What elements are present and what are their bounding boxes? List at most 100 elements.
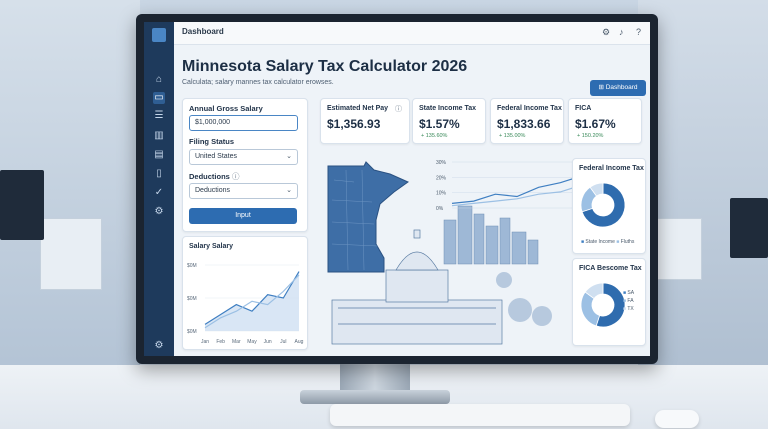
stat-value: $1.57%	[419, 117, 460, 131]
app-logo-icon	[152, 28, 166, 42]
stat-card-state-tax: State Income Tax $1.57% + 135.60%	[412, 98, 486, 144]
bell-icon[interactable]: ♪	[619, 27, 624, 37]
stat-value: $1.67%	[575, 117, 616, 131]
y-tick-label: 10%	[436, 191, 447, 197]
background-monitor-right	[730, 198, 768, 258]
settings-icon[interactable]: ⚙	[154, 206, 164, 217]
y-tick-label: 0%	[436, 206, 444, 212]
trees	[496, 272, 552, 326]
trend-line-chart: 30% 20% 10% 0%	[436, 160, 583, 212]
stat-card-net-pay: Estimated Net Pay ⓘ $1,356.93	[320, 98, 410, 144]
deductions-value: Deductions	[195, 187, 231, 194]
check-icon[interactable]: ✓	[154, 187, 164, 198]
y-tick-label: 30%	[436, 160, 447, 166]
stat-label: Federal Income Tax	[497, 105, 562, 112]
legend-item: TX	[627, 306, 634, 312]
filing-status-label: Filing Status	[189, 137, 234, 146]
stat-card-federal-tax: Federal Income Tax $1,833.66 + 135.00%	[490, 98, 564, 144]
keyboard	[330, 404, 630, 426]
info-icon[interactable]: ⓘ	[395, 106, 402, 113]
page-subtitle: Calculata; salary mannes tax calculator …	[182, 79, 334, 86]
series-line	[204, 274, 300, 329]
sidebar: ⌂ ▭ ☰ ▥ ▤ ▯ ✓ ⚙ ⚙	[144, 22, 174, 356]
fica-donut-card: FICA Bescome Tax ■ SA ■ FA ■ TX	[572, 258, 646, 346]
chevron-down-icon: ⌄	[286, 153, 292, 160]
salary-chart-title: Salary Salary	[189, 243, 233, 250]
donut-slice	[584, 282, 604, 300]
monitor-stand-base	[300, 390, 450, 404]
x-tick-label: Jul	[280, 339, 286, 345]
donut-slice	[589, 182, 604, 197]
bar-chart-icon[interactable]: ▥	[154, 130, 164, 141]
series-area	[205, 271, 299, 331]
list-icon[interactable]: ☰	[154, 110, 164, 121]
x-tick-label: Feb	[216, 339, 225, 345]
legend-item: Fluths	[620, 239, 635, 245]
stat-delta: + 135.60%	[421, 133, 448, 139]
fica-donut-chart	[580, 282, 626, 328]
x-tick-label: Jan	[201, 339, 209, 345]
topbar: Dashboard ⚙ ♪ ?	[174, 22, 650, 45]
monitor: ⌂ ▭ ☰ ▥ ▤ ▯ ✓ ⚙ ⚙ Dashboard ⚙ ♪ ? Minnes…	[136, 14, 658, 364]
background-shelf	[40, 218, 102, 290]
capitol-building	[331, 229, 503, 345]
salary-label: Annual Gross Salary	[189, 104, 263, 113]
legend-item: FA	[627, 298, 634, 304]
stat-value: $1,356.93	[327, 117, 381, 131]
submit-button[interactable]: Input	[189, 208, 297, 224]
y-tick-label: $0M	[187, 296, 197, 302]
y-tick-label: $0M	[187, 329, 197, 335]
chevron-down-icon: ⌄	[286, 187, 292, 194]
y-tick-label: $0M	[187, 263, 197, 269]
fica-donut-title: FICA Bescome Tax	[579, 265, 642, 272]
stat-value: $1,833.66	[497, 117, 551, 131]
y-tick-label: 20%	[436, 175, 447, 181]
deductions-select[interactable]: Deductions ⌄	[189, 183, 298, 199]
x-tick-label: Aug	[295, 339, 304, 345]
series-line	[451, 184, 583, 207]
salary-chart-card: Salary Salary $0M $0M $0M Jan Feb Mar May Jun Ju…	[182, 236, 308, 350]
deductions-label: Deductions ⓘ	[189, 171, 239, 182]
donut-slice	[595, 282, 626, 328]
federal-donut-chart	[580, 182, 626, 228]
series-line	[451, 175, 583, 204]
legend-item: State Income	[585, 239, 615, 245]
stat-delta: + 135.00%	[499, 133, 526, 139]
minnesota-illustration	[327, 161, 552, 345]
document-icon[interactable]: ▯	[156, 168, 162, 179]
mouse	[655, 410, 699, 428]
legend-item: SA	[627, 290, 635, 296]
dashboard-button[interactable]: ⊞ Dashboard	[590, 80, 646, 96]
help-icon[interactable]: ?	[636, 27, 642, 37]
stat-delta: + 150.20%	[577, 133, 604, 139]
x-tick-label: May	[247, 339, 257, 345]
breadcrumb: Dashboard	[182, 27, 224, 36]
card-icon[interactable]: ▤	[154, 149, 164, 160]
stat-label: FICA	[575, 105, 592, 112]
gear-icon[interactable]: ⚙	[602, 27, 611, 37]
filing-status-value: United States	[195, 153, 238, 160]
x-tick-label: Jun	[264, 339, 272, 345]
stat-card-fica: FICA $1.67% + 150.20%	[568, 98, 642, 144]
fica-legend: ■ SA ■ FA ■ TX	[623, 290, 635, 312]
background-shelf-right	[655, 218, 702, 280]
donut-slice	[581, 182, 626, 228]
settings-bottom-icon[interactable]: ⚙	[154, 340, 164, 351]
minnesota-map	[327, 161, 410, 273]
wallet-icon[interactable]: ▭	[153, 92, 165, 104]
salary-area-chart: $0M $0M $0M Jan Feb Mar May Jun Jul Aug	[187, 263, 304, 345]
federal-tax-donut-card: Federal Income Tax ■ State Income ■ Flut…	[572, 158, 646, 254]
background-monitor-left	[0, 170, 44, 240]
city-skyline	[443, 205, 539, 265]
federal-legend: ■ State Income ■ Fluths	[581, 239, 635, 245]
page-title: Minnesota Salary Tax Calculator 2026	[182, 58, 468, 75]
info-icon[interactable]: ⓘ	[231, 172, 240, 181]
salary-input[interactable]: $1,000,000	[189, 115, 298, 131]
x-tick-label: Mar	[232, 339, 241, 345]
federal-donut-title: Federal Income Tax	[579, 165, 644, 172]
filing-status-select[interactable]: United States ⌄	[189, 149, 298, 165]
home-icon[interactable]: ⌂	[155, 74, 163, 85]
series-line	[204, 271, 300, 325]
app-screen: ⌂ ▭ ☰ ▥ ▤ ▯ ✓ ⚙ ⚙ Dashboard ⚙ ♪ ? Minnes…	[144, 22, 650, 356]
stat-label: Estimated Net Pay	[327, 105, 389, 112]
